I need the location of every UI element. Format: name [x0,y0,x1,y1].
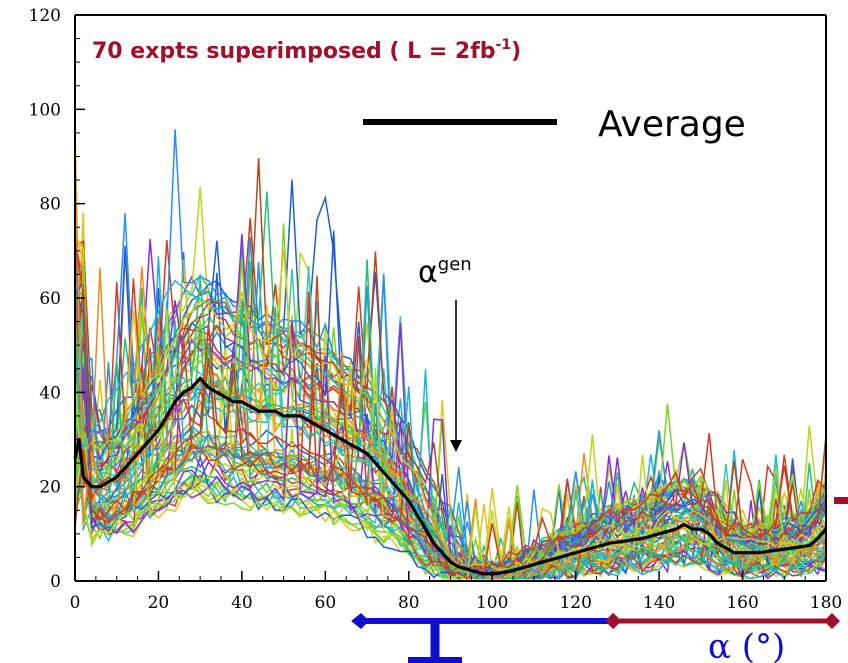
x-tick-label: 0 [70,593,81,613]
range-bars [351,497,848,663]
experiment-curve [74,131,827,580]
x-tick-label: 120 [559,593,591,613]
y-tick-label: 0 [50,572,61,592]
y-tick-label: 120 [29,6,61,26]
x-tick-label: 160 [726,593,758,613]
average-curve [73,376,828,576]
y-tick-label: 100 [29,100,61,120]
experiment-curve [74,275,827,575]
experiment-curve [74,191,827,580]
chart-title: 70 expts superimposed ( L = 2fb-1) [92,37,521,64]
y-tick-label: 60 [39,289,61,309]
x-tick-label: 60 [315,593,337,613]
experiment-curve [74,313,827,580]
x-axis-label: α (°) [708,627,785,663]
y-tick-label: 20 [39,478,61,498]
average-curve-layer [73,376,828,576]
x-tick-label: 180 [810,593,842,613]
y-tick-label: 40 [39,383,61,403]
alpha-gen-symbol: α [418,255,438,290]
x-tick-label: 20 [148,593,170,613]
chart-title-superscript: -1 [496,37,512,53]
tick-labels: 0 20 40 60 80 100 120 140 160 180 0 20 40 60 80 100 120 [29,6,843,613]
experiment-curve [74,259,827,580]
experiment-curve [74,157,827,576]
axis-ticks [74,14,827,582]
x-tick-label: 80 [398,593,420,613]
y-tick-label: 80 [39,195,61,215]
red-edge-marker [834,497,848,504]
blue-range-left-cap [351,613,370,629]
red-range-left-cap [605,613,622,629]
red-range-right-cap [824,613,840,629]
x-tick-label: 140 [643,593,675,613]
alpha-gen-superscript: gen [438,254,472,275]
alpha-gen-label: αgen [418,254,472,290]
x-tick-label: 40 [231,593,253,613]
experiment-curve [74,257,827,574]
legend-average-label: Average [598,104,746,145]
chart-title-main: 70 expts superimposed ( L = 2fb [92,39,496,64]
x-tick-label: 100 [476,593,508,613]
experiment-curves [74,129,827,581]
alpha-gen-arrowhead [450,440,462,452]
chart-title-tail: ) [511,39,521,64]
